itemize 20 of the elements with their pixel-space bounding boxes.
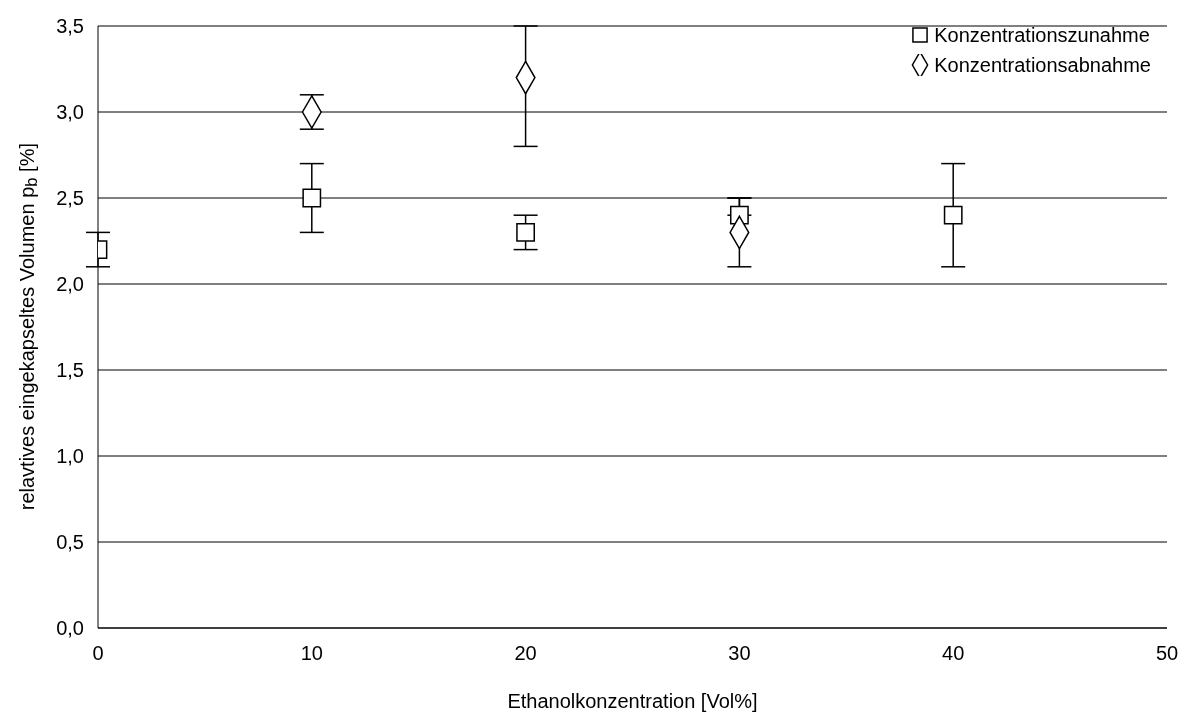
x-tick-label: 0: [92, 642, 104, 665]
y-tick-label: 1,0: [56, 445, 84, 468]
point: [943, 205, 963, 225]
point: [302, 188, 322, 208]
legend-label: Konzentrationszunahme: [934, 23, 1150, 48]
y-tick-label: 3,5: [56, 15, 84, 38]
y-tick-label: 2,0: [56, 273, 84, 296]
y-tick-label: 0,0: [56, 617, 84, 640]
x-axis-title: Ethanolkonzentration [Vol%]: [507, 690, 758, 712]
y-tick-label: 1,5: [56, 359, 84, 382]
point: [516, 222, 536, 242]
legend-label: Konzentrationsabnahme: [934, 53, 1151, 78]
x-tick-label: 50: [1155, 642, 1179, 665]
y-tick-label: 3,0: [56, 101, 84, 124]
y-tick-label: 0,5: [56, 531, 84, 554]
x-tick-label: 40: [942, 642, 965, 665]
x-tick-label: 30: [728, 642, 751, 665]
x-tick-label: 20: [514, 642, 537, 665]
y-tick-label: 2,5: [56, 187, 84, 210]
x-tick-label: 10: [300, 642, 323, 665]
